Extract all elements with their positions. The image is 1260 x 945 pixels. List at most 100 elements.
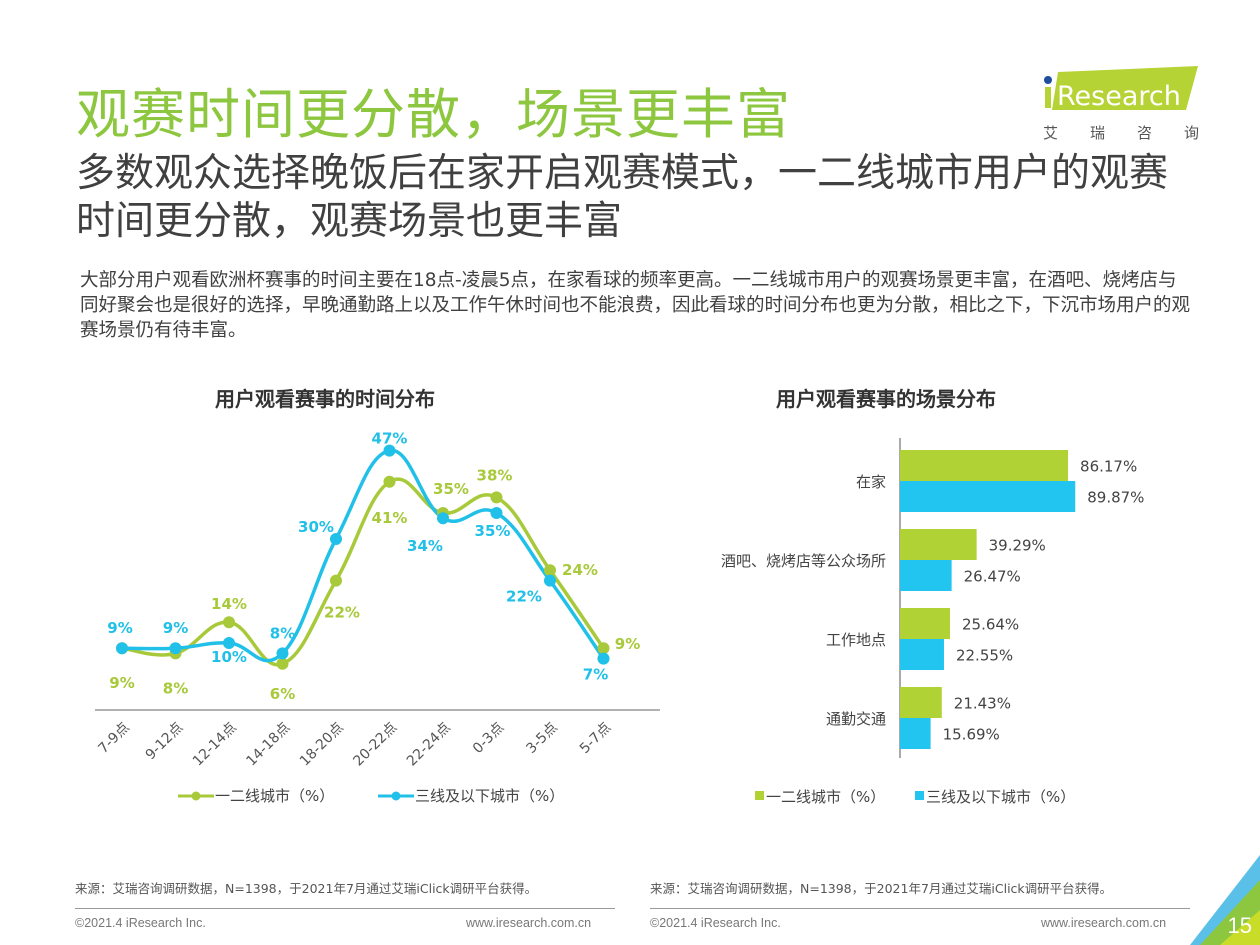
- data-label-s1-7: 35%: [475, 522, 511, 540]
- source-note-right: 来源：艾瑞咨询调研数据，N=1398，于2021年7月通过艾瑞iClick调研平…: [650, 881, 1113, 896]
- x-tick-1: 9-12点: [143, 720, 187, 764]
- point-s1-4: [330, 533, 342, 545]
- bar-chart: 在家 86.17% 89.87% 酒吧、烧烤店等公众场所 39.29% 26.47% 工作地…: [721, 438, 1144, 806]
- x-tick-8: 3-5点: [523, 720, 560, 757]
- bar-s0-c2: [900, 608, 950, 639]
- x-tick-0: 7-9点: [95, 720, 132, 757]
- point-s0-4: [330, 574, 342, 587]
- data-label-s0-7: 38%: [477, 466, 513, 484]
- x-tick-9: 5-7点: [577, 720, 614, 757]
- page-description: 大部分用户观看欧洲杯赛事的时间主要在18点-凌晨5点，在家看球的频率更高。一二线…: [80, 270, 1191, 341]
- category-label-0: 在家: [856, 473, 886, 491]
- data-label-s1-4: 30%: [298, 518, 334, 536]
- line-chart-title: 用户观看赛事的时间分布: [215, 387, 435, 411]
- point-s1-9: [597, 652, 610, 665]
- logo-brand-text: Research: [1057, 81, 1181, 112]
- copyright-right: ©2021.4 iResearch Inc.: [650, 916, 781, 930]
- x-tick-3: 14-18点: [243, 720, 293, 770]
- bar-s1-c2: [900, 639, 944, 670]
- bar-s0-c1: [900, 529, 977, 560]
- logo-cn-0: 艾: [1043, 124, 1058, 142]
- x-tick-6: 22-24点: [404, 720, 454, 770]
- point-s0-7: [490, 491, 503, 504]
- logo-blue-dot: [1044, 76, 1052, 84]
- bar-legend-swatch-1: [915, 791, 924, 800]
- bar-s0-c0: [900, 450, 1069, 481]
- data-label-s0-8: 24%: [562, 561, 598, 579]
- bar-s1-c0: [900, 481, 1076, 512]
- logo-i-stem: [1045, 87, 1051, 108]
- bar-label-s1-c1: 26.47%: [964, 568, 1021, 586]
- data-label-s0-3: 6%: [270, 685, 295, 703]
- copyright-left: ©2021.4 iResearch Inc.: [75, 916, 206, 930]
- category-label-3: 通勤交通: [826, 710, 886, 728]
- point-s0-3: [276, 657, 289, 670]
- bar-legend-swatch-0: [755, 791, 764, 800]
- category-label-2: 工作地点: [826, 631, 886, 649]
- legend-marker-1: [391, 791, 401, 801]
- data-label-s1-1: 9%: [163, 619, 188, 637]
- bar-legend-label-1: 三线及以下城市（%）: [926, 788, 1075, 806]
- bar-label-s0-c0: 86.17%: [1080, 458, 1137, 476]
- line-series-0: [121, 477, 605, 667]
- data-label-s0-6: 35%: [433, 480, 469, 498]
- page-title: 观赛时间更分散，场景更丰富: [76, 83, 791, 146]
- legend-label-0: 一二线城市（%）: [215, 787, 334, 805]
- bar-label-s0-c2: 25.64%: [962, 616, 1019, 634]
- point-s1-3: [276, 647, 289, 660]
- point-s1-1: [169, 642, 182, 655]
- x-tick-4: 18-20点: [297, 720, 347, 770]
- point-s0-2: [223, 616, 235, 629]
- line-chart: 9% 8% 14% 6% 22% 41% 35% 38% 24% 9% 9% 9% 10% 8% 30% 47…: [95, 430, 660, 805]
- page-corner-decoration: [1190, 855, 1260, 945]
- page-number: 15: [1227, 913, 1252, 938]
- bar-label-s1-c0: 89.87%: [1087, 489, 1144, 507]
- logo-green-parallelogram: [1052, 66, 1198, 110]
- bar-label-s0-c3: 21.43%: [954, 695, 1011, 713]
- logo-cn-1: 瑞: [1090, 124, 1105, 142]
- data-label-s1-2: 10%: [211, 648, 247, 666]
- data-label-s1-0: 9%: [107, 619, 132, 637]
- website-right[interactable]: www.iresearch.com.cn: [1041, 916, 1167, 930]
- bar-chart-title: 用户观看赛事的场景分布: [776, 387, 996, 411]
- bar-legend-label-0: 一二线城市（%）: [766, 788, 885, 806]
- data-label-s0-9: 9%: [615, 635, 640, 653]
- bar-label-s1-c3: 15.69%: [943, 726, 1000, 744]
- logo-cn-3: 询: [1184, 124, 1199, 142]
- point-s1-8: [544, 574, 556, 587]
- bar-label-s1-c2: 22.55%: [956, 647, 1013, 665]
- legend-marker-0: [191, 791, 201, 801]
- logo-cn-2: 咨: [1137, 124, 1152, 142]
- bar-s0-c3: [900, 687, 942, 718]
- line-series-1: [121, 448, 605, 663]
- data-label-s0-1: 8%: [163, 679, 188, 697]
- x-tick-5: 20-22点: [350, 720, 400, 770]
- data-label-s0-4: 22%: [324, 604, 360, 622]
- data-label-s1-9: 7%: [583, 666, 608, 684]
- bar-label-s0-c1: 39.29%: [989, 537, 1046, 555]
- point-s1-7: [490, 507, 503, 519]
- legend-label-1: 三线及以下城市（%）: [415, 787, 564, 805]
- point-s1-2: [223, 637, 235, 649]
- point-s0-5: [383, 475, 396, 488]
- bar-s1-c1: [900, 560, 952, 591]
- website-left[interactable]: www.iresearch.com.cn: [466, 916, 592, 930]
- iresearch-logo: Research 艾 瑞 咨 询: [1040, 62, 1210, 144]
- category-label-1: 酒吧、烧烤店等公众场所: [721, 552, 886, 570]
- bar-s1-c3: [900, 718, 931, 749]
- point-s0-9: [597, 642, 610, 655]
- data-label-s1-3: 8%: [270, 624, 295, 642]
- data-label-s1-8: 22%: [506, 588, 542, 606]
- point-s0-8: [544, 564, 556, 577]
- data-label-s0-2: 14%: [211, 595, 247, 613]
- point-s1-0: [116, 642, 128, 655]
- footer-divider-right: [650, 908, 1190, 909]
- data-label-s1-6: 34%: [407, 537, 443, 555]
- point-s1-6: [437, 512, 449, 525]
- data-label-s0-5: 41%: [372, 509, 408, 527]
- footer-divider-left: [75, 908, 615, 909]
- data-label-s1-5: 47%: [372, 430, 408, 448]
- source-note-left: 来源：艾瑞咨询调研数据，N=1398，于2021年7月通过艾瑞iClick调研平…: [75, 881, 538, 896]
- x-tick-2: 12-14点: [190, 720, 240, 770]
- page-subtitle: 多数观众选择晚饭后在家开启观赛模式，一二线城市用户的观赛时间更分散，观赛场景也更…: [76, 151, 1169, 244]
